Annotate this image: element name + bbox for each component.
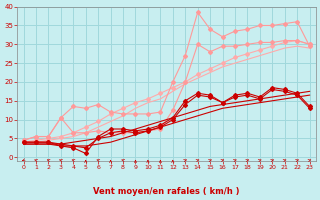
X-axis label: Vent moyen/en rafales ( km/h ): Vent moyen/en rafales ( km/h )	[93, 187, 240, 196]
